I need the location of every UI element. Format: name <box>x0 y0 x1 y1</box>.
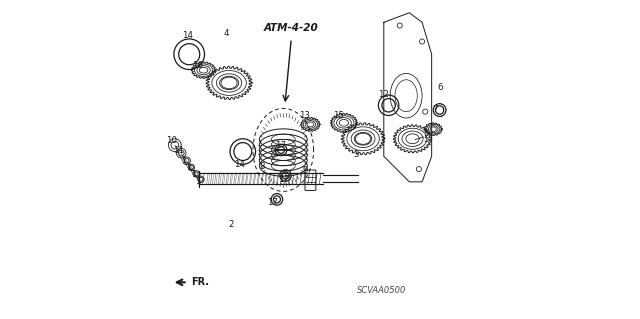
Text: 1: 1 <box>195 177 200 186</box>
Text: SCVAA0500: SCVAA0500 <box>357 286 406 295</box>
Text: 17: 17 <box>275 141 285 150</box>
Text: 6: 6 <box>438 83 444 92</box>
Text: 9: 9 <box>303 166 308 175</box>
Text: FR.: FR. <box>191 277 209 287</box>
Text: 8: 8 <box>259 162 265 171</box>
Text: 1: 1 <box>191 170 196 179</box>
Text: 5: 5 <box>424 135 429 144</box>
Text: 11: 11 <box>173 146 184 155</box>
Text: 17: 17 <box>268 198 278 207</box>
Text: 15: 15 <box>333 111 344 120</box>
Text: 16: 16 <box>192 61 203 70</box>
Text: 12: 12 <box>378 90 389 99</box>
Text: 17: 17 <box>278 175 289 184</box>
Text: 14: 14 <box>234 160 245 169</box>
Text: 7: 7 <box>433 105 438 114</box>
Text: 2: 2 <box>228 220 234 229</box>
Text: 14: 14 <box>182 31 193 40</box>
Text: 3: 3 <box>354 150 359 159</box>
Text: ATM-4-20: ATM-4-20 <box>264 24 319 33</box>
Text: 1: 1 <box>186 163 191 172</box>
Text: 13: 13 <box>299 111 310 120</box>
Text: 1: 1 <box>181 156 186 165</box>
Text: 4: 4 <box>223 29 228 38</box>
Text: 10: 10 <box>166 136 177 145</box>
